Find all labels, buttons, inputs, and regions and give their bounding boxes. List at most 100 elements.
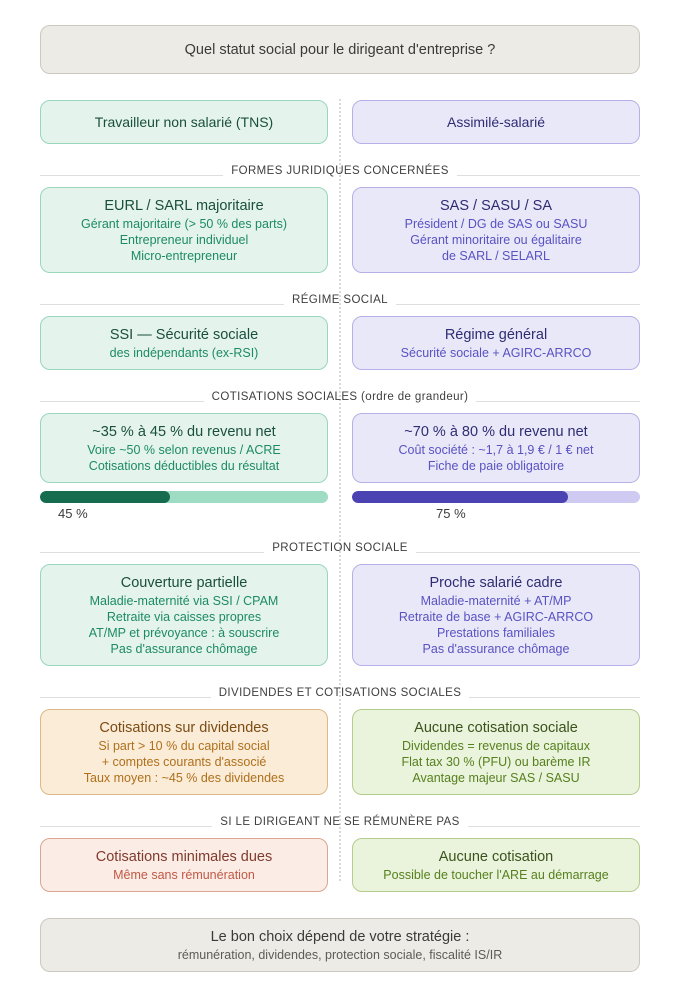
page-title: Quel statut social pour le dirigeant d'e… xyxy=(184,41,496,58)
dividendes-row: Cotisations sur dividendes Si part > 10 … xyxy=(40,709,640,795)
rule-right xyxy=(467,826,640,827)
section-label-text: RÉGIME SOCIAL xyxy=(292,294,388,306)
card-line: Dividendes = revenus de capitaux xyxy=(402,739,590,753)
rule-right xyxy=(395,304,641,305)
rule-right xyxy=(476,401,641,402)
card-line: des indépendants (ex-RSI) xyxy=(109,346,259,360)
card-regime-general: Régime général Sécurité sociale + AGIRC-… xyxy=(352,316,640,370)
card-line: Si part > 10 % du capital social xyxy=(98,739,270,753)
section-label-sans-remuneration: SI LE DIRIGEANT NE SE RÉMUNÈRE PAS xyxy=(40,815,640,830)
section-label-cotisations-sociales: COTISATIONS SOCIALES (ordre de grandeur) xyxy=(40,390,641,405)
formes-juridiques-row: EURL / SARL majoritaire Gérant majoritai… xyxy=(40,187,640,273)
card-line: Flat tax 30 % (PFU) ou barème IR xyxy=(401,755,591,769)
tns-bar-label: 45 % xyxy=(58,506,88,521)
card-title: EURL / SARL majoritaire xyxy=(104,198,264,214)
assimile-bar-label: 75 % xyxy=(436,506,466,521)
card-line: Retraite via caisses propres xyxy=(106,610,262,624)
column-header-tns-label: Travailleur non salarié (TNS) xyxy=(94,114,274,130)
rule-right xyxy=(469,697,640,698)
card-title: Aucune cotisation xyxy=(438,849,554,865)
card-line: Retraite de base + AGIRC-ARRCO xyxy=(398,610,594,624)
card-eurl-sarl: EURL / SARL majoritaire Gérant majoritai… xyxy=(40,187,328,273)
card-title: Cotisations sur dividendes xyxy=(99,720,269,736)
card-title: Cotisations minimales dues xyxy=(95,849,273,865)
card-ssi: SSI — Sécurité sociale des indépendants … xyxy=(40,316,328,370)
footer-title: Le bon choix dépend de votre stratégie : xyxy=(210,929,470,945)
tns-bar-track xyxy=(40,491,328,503)
tns-bar-fill xyxy=(40,491,170,503)
card-line: Gérant majoritaire (> 50 % des parts) xyxy=(81,217,287,231)
rule-left xyxy=(40,552,265,553)
section-label-text: FORMES JURIDIQUES CONCERNÉES xyxy=(231,165,449,177)
status-row: Travailleur non salarié (TNS) Assimilé-s… xyxy=(40,100,640,144)
card-proche-salarie: Proche salarié cadre Maladie-maternité +… xyxy=(352,564,640,666)
card-line: Fiche de paie obligatoire xyxy=(427,459,565,473)
protection-row: Couverture partielle Maladie-maternité v… xyxy=(40,564,640,666)
card-aucune-cotisation: Aucune cotisation Possible de toucher l'… xyxy=(352,838,640,892)
card-title: Régime général xyxy=(444,327,548,343)
card-line: Avantage majeur SAS / SASU xyxy=(412,771,580,785)
section-label-regime-social: RÉGIME SOCIAL xyxy=(40,293,641,308)
card-line: Possible de toucher l'ARE au démarrage xyxy=(383,868,609,882)
section-label-text: SI LE DIRIGEANT NE SE RÉMUNÈRE PAS xyxy=(220,816,460,828)
card-line: Cotisations déductibles du résultat xyxy=(88,459,280,473)
card-line: Coût société : ~1,7 à 1,9 € / 1 € net xyxy=(398,443,594,457)
rule-left xyxy=(40,175,224,176)
card-line: Prestations familiales xyxy=(436,626,556,640)
card-cotisations-minimales: Cotisations minimales dues Même sans rém… xyxy=(40,838,328,892)
card-title: ~35 % à 45 % du revenu net xyxy=(92,424,276,440)
card-title: ~70 % à 80 % du revenu net xyxy=(404,424,588,440)
cotisations-row: ~35 % à 45 % du revenu net Voire ~50 % s… xyxy=(40,413,640,483)
assimile-bar-fill xyxy=(352,491,568,503)
section-label-protection-sociale: PROTECTION SOCIALE xyxy=(40,541,641,556)
rule-left xyxy=(40,697,211,698)
section-label-text: DIVIDENDES ET COTISATIONS SOCIALES xyxy=(218,687,462,699)
card-line: Pas d'assurance chômage xyxy=(422,642,570,656)
card-cotisations-tns: ~35 % à 45 % du revenu net Voire ~50 % s… xyxy=(40,413,328,483)
card-title: SAS / SASU / SA xyxy=(439,198,552,214)
card-line: Voire ~50 % selon revenus / ACRE xyxy=(87,443,281,457)
card-line: Maladie-maternité via SSI / CPAM xyxy=(89,594,279,608)
rule-left xyxy=(40,401,204,402)
card-sas-sasu-sa: SAS / SASU / SA Président / DG de SAS ou… xyxy=(352,187,640,273)
regime-social-row: SSI — Sécurité sociale des indépendants … xyxy=(40,316,640,370)
card-line: Taux moyen : ~45 % des dividendes xyxy=(83,771,285,785)
cotisations-bars-row: 45 % 75 % xyxy=(40,491,640,521)
rule-left xyxy=(40,304,285,305)
column-header-tns: Travailleur non salarié (TNS) xyxy=(40,100,328,144)
section-label-text: PROTECTION SOCIALE xyxy=(272,542,408,554)
rule-left xyxy=(40,826,213,827)
card-line: + comptes courants d'associé xyxy=(101,755,267,769)
page-title-box: Quel statut social pour le dirigeant d'e… xyxy=(40,25,640,74)
card-aucune-cotisation-sociale: Aucune cotisation sociale Dividendes = r… xyxy=(352,709,640,795)
card-title: Aucune cotisation sociale xyxy=(414,720,578,736)
assimile-bar-track xyxy=(352,491,640,503)
card-line: Maladie-maternité + AT/MP xyxy=(420,594,572,608)
card-line: Sécurité sociale + AGIRC-ARRCO xyxy=(400,346,592,360)
tns-bar: 45 % xyxy=(40,491,328,521)
card-line: de SARL / SELARL xyxy=(442,249,550,263)
column-header-assimile-label: Assimilé-salarié xyxy=(446,114,546,130)
footer-box: Le bon choix dépend de votre stratégie :… xyxy=(40,918,640,972)
card-line: Président / DG de SAS ou SASU xyxy=(404,217,588,231)
card-couverture-partielle: Couverture partielle Maladie-maternité v… xyxy=(40,564,328,666)
footer-subtitle: rémunération, dividendes, protection soc… xyxy=(177,948,503,962)
column-header-assimile: Assimilé-salarié xyxy=(352,100,640,144)
card-line: Micro-entrepreneur xyxy=(130,249,238,263)
section-label-text: COTISATIONS SOCIALES (ordre de grandeur) xyxy=(211,391,469,403)
card-line: AT/MP et prévoyance : à souscrire xyxy=(88,626,280,640)
section-label-dividendes: DIVIDENDES ET COTISATIONS SOCIALES xyxy=(40,686,640,701)
card-cotisations-assimile: ~70 % à 80 % du revenu net Coût société … xyxy=(352,413,640,483)
card-line: Entrepreneur individuel xyxy=(119,233,249,247)
card-title: Proche salarié cadre xyxy=(429,575,563,591)
rule-right xyxy=(415,552,641,553)
rule-right xyxy=(456,175,640,176)
card-title: SSI — Sécurité sociale xyxy=(109,327,259,343)
section-label-formes-juridiques: FORMES JURIDIQUES CONCERNÉES xyxy=(40,164,640,179)
assimile-bar: 75 % xyxy=(352,491,640,521)
card-line: Même sans rémunération xyxy=(113,868,255,882)
card-line: Gérant minoritaire ou égalitaire xyxy=(410,233,582,247)
card-title: Couverture partielle xyxy=(120,575,248,591)
column-divider xyxy=(339,99,341,881)
